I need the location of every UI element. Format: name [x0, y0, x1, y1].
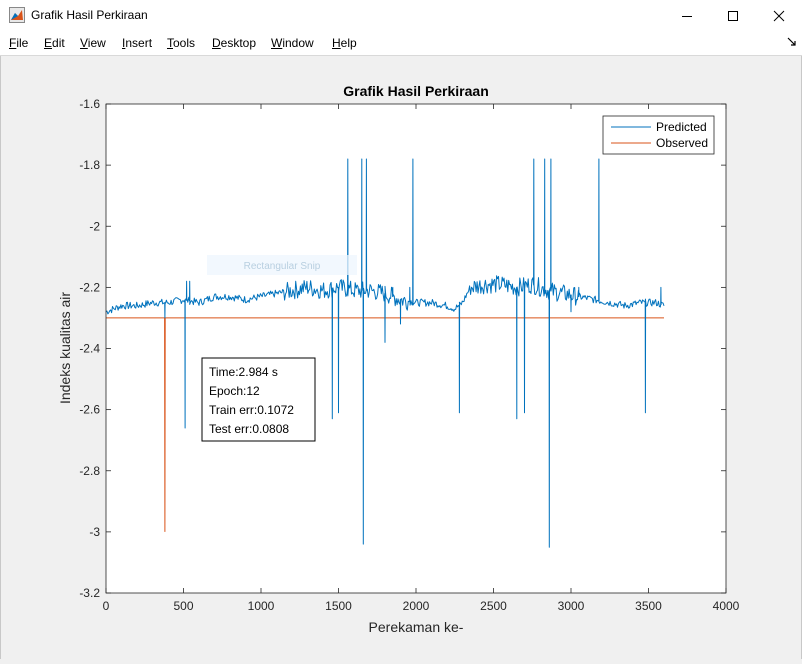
- annotation-epoch: Epoch:12: [209, 384, 260, 398]
- close-button[interactable]: [756, 0, 802, 31]
- x-tick-label: 1500: [325, 599, 352, 613]
- y-tick-label: -2.8: [79, 464, 100, 478]
- menu-view[interactable]: View: [80, 36, 106, 50]
- legend-label-predicted: Predicted: [656, 120, 707, 134]
- close-icon: [773, 10, 785, 21]
- menu-insert[interactable]: Insert: [122, 36, 153, 50]
- dock-figure-icon[interactable]: [787, 37, 797, 47]
- x-tick-label: 2500: [480, 599, 507, 613]
- annotation-time: Time:2.984 s: [209, 365, 278, 379]
- y-tick-label: -2.2: [79, 280, 100, 294]
- y-tick-label: -2.4: [79, 342, 100, 356]
- window-title: Grafik Hasil Perkiraan: [31, 8, 148, 22]
- window-titlebar: Grafik Hasil Perkiraan: [0, 0, 802, 31]
- y-tick-label: -2: [89, 219, 100, 233]
- y-tick-label: -1.8: [79, 158, 100, 172]
- y-tick-label: -2.6: [79, 403, 100, 417]
- x-tick-label: 1000: [248, 599, 275, 613]
- legend[interactable]: Predicted Observed: [602, 115, 715, 155]
- plot-area: [106, 104, 726, 593]
- minimize-icon: [682, 15, 692, 17]
- x-axis-label: Perekaman ke-: [369, 619, 464, 635]
- figure-canvas: 0 500 1000 1500 2000 2500 3000 3500 4000 -1.6 -1.8…: [0, 56, 802, 659]
- annotation-box[interactable]: Time:2.984 s Epoch:12 Train err:0.1072 T…: [201, 357, 316, 442]
- chart: 0 500 1000 1500 2000 2500 3000 3500 4000 -1.6 -1.8…: [57, 83, 740, 635]
- snip-overlay: [207, 255, 357, 275]
- menu-bar: File Edit View Insert Tools Desktop Wind…: [0, 31, 802, 56]
- menu-file[interactable]: File: [9, 36, 29, 50]
- series-line-predicted: [105, 158, 665, 548]
- chart-title: Grafik Hasil Perkiraan: [343, 83, 489, 99]
- x-tick-label: 2000: [403, 599, 430, 613]
- menu-window[interactable]: Window: [271, 36, 314, 50]
- y-axis-label: Indeks kualitas air: [57, 292, 73, 404]
- matlab-figure-icon: [9, 7, 25, 23]
- annotation-train-err: Train err:0.1072: [209, 403, 294, 417]
- x-tick-label: 4000: [713, 599, 740, 613]
- y-tick-label: -1.6: [79, 97, 100, 111]
- x-tick-label: 3000: [558, 599, 585, 613]
- x-tick-label: 3500: [635, 599, 662, 613]
- x-tick-label: 0: [103, 599, 110, 613]
- maximize-icon: [728, 10, 738, 21]
- menu-edit[interactable]: Edit: [44, 36, 65, 50]
- menu-desktop[interactable]: Desktop: [212, 36, 257, 50]
- legend-label-observed: Observed: [656, 136, 708, 150]
- minimize-button[interactable]: [664, 0, 710, 31]
- y-tick-label: -3.2: [79, 586, 100, 600]
- menu-help[interactable]: Help: [332, 36, 357, 50]
- snip-overlay-text: Rectangular Snip: [244, 261, 321, 272]
- maximize-button[interactable]: [710, 0, 756, 31]
- annotation-test-err: Test err:0.0808: [209, 422, 289, 436]
- menu-tools[interactable]: Tools: [167, 36, 196, 50]
- y-tick-label: -3: [89, 525, 100, 539]
- x-tick-label: 500: [173, 599, 193, 613]
